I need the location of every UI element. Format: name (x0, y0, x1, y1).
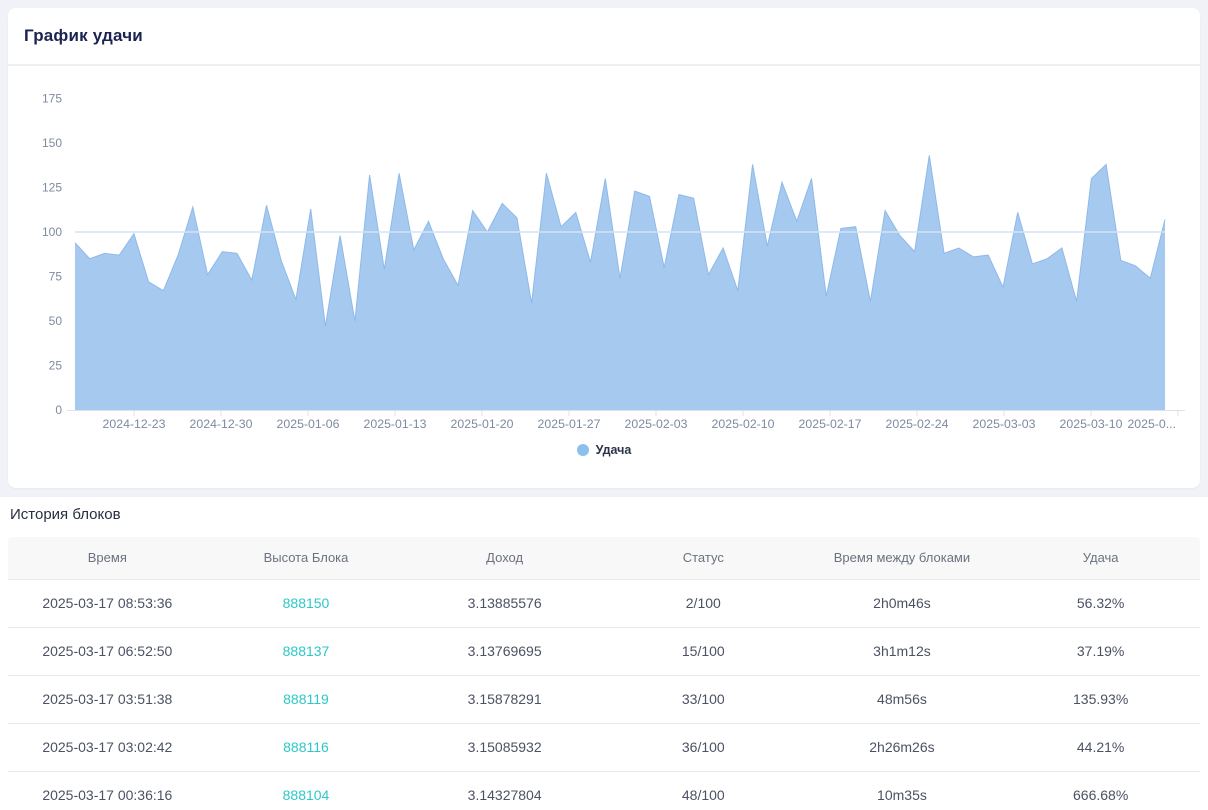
column-header-0: Время (8, 537, 207, 579)
cell-status: 33/100 (604, 675, 803, 723)
table-row: 2025-03-17 03:02:42 888116 3.1508593236/10… (8, 723, 1200, 771)
block-history-section: История блоков ВремяВысота БлокаДоходСта… (0, 497, 1208, 810)
chart-legend-item[interactable]: Удача (0, 443, 1208, 457)
cell-time: 2025-03-17 03:02:42 (8, 723, 207, 771)
cell-height: 888104 (207, 771, 406, 810)
cell-height: 888119 (207, 675, 406, 723)
cell-time: 2025-03-17 03:51:38 (8, 675, 207, 723)
cell-interval: 10m35s (803, 771, 1002, 810)
cell-interval: 2h0m46s (803, 579, 1002, 627)
column-header-1: Высота Блока (207, 537, 406, 579)
cell-status: 2/100 (604, 579, 803, 627)
block-height-link[interactable]: 888119 (283, 691, 329, 707)
table-row: 2025-03-17 08:53:36 888150 3.138855762/100… (8, 579, 1200, 627)
column-header-5: Удача (1001, 537, 1200, 579)
cell-reward: 3.15878291 (405, 675, 604, 723)
table-row: 2025-03-17 03:51:38 888119 3.1587829133/10… (8, 675, 1200, 723)
history-title: История блоков (10, 506, 1208, 523)
cell-interval: 2h26m26s (803, 723, 1002, 771)
chart-card-header: График удачи (8, 8, 1200, 66)
cell-height: 888137 (207, 627, 406, 675)
chart-title: График удачи (24, 26, 143, 46)
table-header: ВремяВысота БлокаДоходСтатусВремя между … (8, 537, 1200, 579)
cell-reward: 3.13885576 (405, 579, 604, 627)
cell-interval: 3h1m12s (803, 627, 1002, 675)
legend-marker-icon (577, 444, 589, 456)
cell-luck: 56.32% (1001, 579, 1200, 627)
cell-time: 2025-03-17 08:53:36 (8, 579, 207, 627)
cell-luck: 135.93% (1001, 675, 1200, 723)
cell-reward: 3.13769695 (405, 627, 604, 675)
block-height-link[interactable]: 888104 (283, 787, 330, 803)
cell-luck: 37.19% (1001, 627, 1200, 675)
cell-reward: 3.14327804 (405, 771, 604, 810)
block-history-table: ВремяВысота БлокаДоходСтатусВремя между … (8, 537, 1200, 810)
block-height-link[interactable]: 888150 (283, 595, 330, 611)
table-row: 2025-03-17 00:36:16 888104 3.1432780448/10… (8, 771, 1200, 810)
column-header-4: Время между блоками (803, 537, 1002, 579)
cell-height: 888150 (207, 579, 406, 627)
legend-label: Удача (596, 443, 632, 457)
block-height-link[interactable]: 888116 (283, 739, 329, 755)
table-row: 2025-03-17 06:52:50 888137 3.1376969515/10… (8, 627, 1200, 675)
cell-reward: 3.15085932 (405, 723, 604, 771)
cell-height: 888116 (207, 723, 406, 771)
cell-time: 2025-03-17 00:36:16 (8, 771, 207, 810)
cell-luck: 666.68% (1001, 771, 1200, 810)
cell-time: 2025-03-17 06:52:50 (8, 627, 207, 675)
column-header-3: Статус (604, 537, 803, 579)
block-height-link[interactable]: 888137 (283, 643, 330, 659)
column-header-2: Доход (405, 537, 604, 579)
cell-status: 36/100 (604, 723, 803, 771)
cell-status: 48/100 (604, 771, 803, 810)
cell-luck: 44.21% (1001, 723, 1200, 771)
cell-interval: 48m56s (803, 675, 1002, 723)
cell-status: 15/100 (604, 627, 803, 675)
